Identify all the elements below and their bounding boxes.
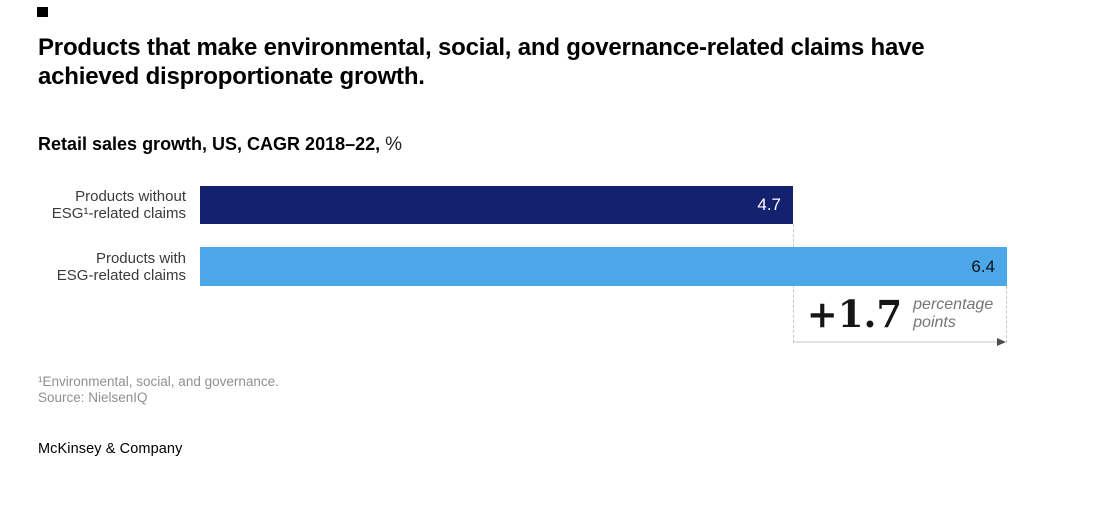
delta-guide-right-dashed-line [1006, 286, 1007, 343]
delta-value: +1.7 [806, 292, 903, 336]
arrow-right-icon [997, 338, 1006, 346]
bar-with-esg-claims: 6.4 [200, 247, 1007, 286]
bar-value-without-esg: 4.7 [757, 195, 781, 214]
bar-label-without-esg: Products without ESG¹-related claims [51, 188, 186, 222]
chart-subtitle-text: Retail sales growth, US, CAGR 2018–22, [38, 134, 381, 154]
chart-subtitle: Retail sales growth, US, CAGR 2018–22, % [38, 134, 402, 156]
mckinsey-wordmark: McKinsey & Company [38, 441, 183, 457]
bar-without-esg-claims: 4.7 [200, 186, 793, 224]
bar-label-with-esg: Products with ESG-related claims [56, 249, 186, 284]
bar-value-with-esg: 6.4 [971, 256, 995, 276]
footnote-note: ¹Environmental, social, and governance. [38, 374, 279, 389]
footnote-source: Source: NielsenIQ [38, 390, 148, 405]
footnote-block: ¹Environmental, social, and governance. … [38, 374, 279, 406]
delta-annotation: +1.7 percentage points [793, 288, 1007, 340]
exhibit-title: Products that make environmental, social… [38, 34, 925, 90]
exhibit-marker-icon [37, 7, 48, 17]
delta-baseline [794, 341, 997, 343]
delta-unit-label: percentage points [913, 296, 994, 331]
chart-subtitle-unit: % [385, 134, 403, 155]
